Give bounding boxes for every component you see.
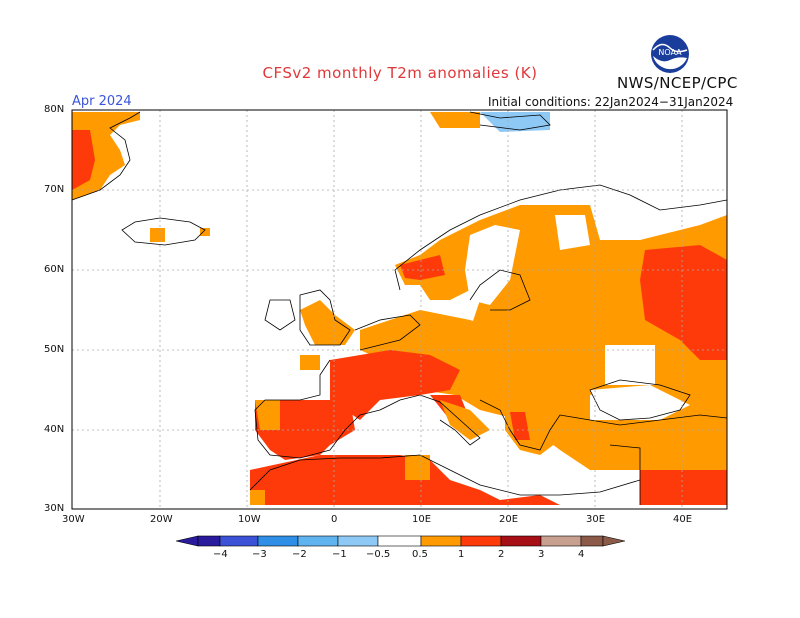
lon-label-10e: 10E <box>412 514 432 525</box>
lat-label-50n: 50N <box>44 344 65 355</box>
lat-label-70n: 70N <box>44 184 65 195</box>
agency-label: NWS/NCEP/CPC <box>617 74 738 92</box>
lat-label-40n: 40N <box>44 424 65 435</box>
lon-label-20e: 20E <box>499 514 519 525</box>
colorbar-label-05: 0.5 <box>412 549 428 560</box>
colorbar-label-neg05: −0.5 <box>366 549 391 560</box>
colorbar-label-4: 4 <box>578 549 585 560</box>
lon-label-40e: 40E <box>673 514 693 525</box>
lat-label-60n: 60N <box>44 264 65 275</box>
noaa-logo-text: NOAA <box>658 48 682 57</box>
lon-label-20w: 20W <box>150 514 173 525</box>
colorbar-label-neg3: −3 <box>252 549 267 560</box>
noaa-logo: NOAA <box>651 35 689 73</box>
lon-label-30w: 30W <box>62 514 85 525</box>
coastlines <box>71 111 728 505</box>
colorbar-label-neg1: −1 <box>332 549 347 560</box>
lon-label-0: 0 <box>331 514 338 525</box>
colorbar-label-3: 3 <box>538 549 545 560</box>
colorbar-label-neg2: −2 <box>292 549 307 560</box>
anomaly-fill <box>72 112 727 505</box>
chart-title: CFSv2 monthly T2m anomalies (K) <box>262 64 538 82</box>
colorbar-label-1: 1 <box>458 549 465 560</box>
valid-month: Apr 2024 <box>72 94 132 109</box>
colorbar-label-neg4: −4 <box>213 549 228 560</box>
lon-label-30e: 30E <box>586 514 606 525</box>
lat-label-80n: 80N <box>44 104 65 115</box>
colorbar-high-arrow <box>602 535 626 547</box>
lat-label-30n: 30N <box>44 503 65 514</box>
initial-conditions: Initial conditions: 22Jan2024−31Jan2024 <box>488 95 734 109</box>
colorbar-low-arrow <box>175 535 199 547</box>
lon-label-10w: 10W <box>238 514 261 525</box>
gridlines <box>72 110 727 509</box>
colorbar-label-2: 2 <box>498 549 505 560</box>
